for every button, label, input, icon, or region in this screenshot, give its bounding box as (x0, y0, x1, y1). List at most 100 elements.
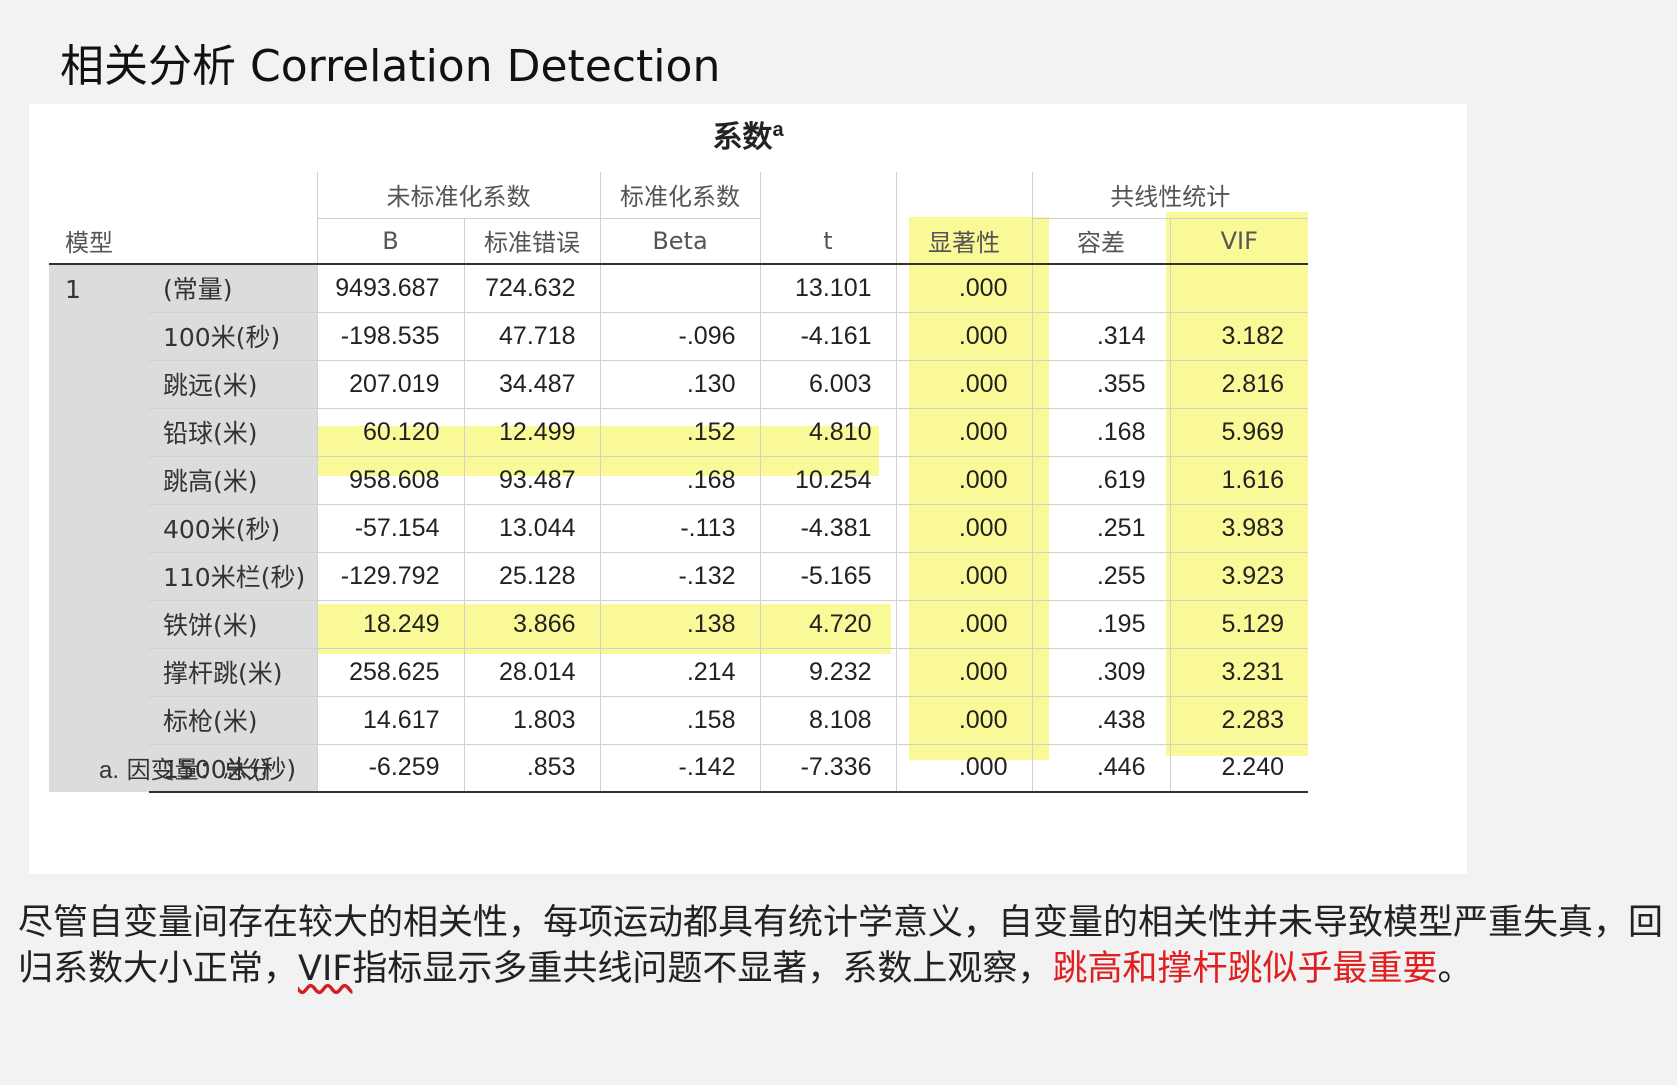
coef-b: -57.154 (316, 504, 464, 553)
coef-b: -6.259 (316, 744, 464, 793)
coef-significance: .000 (895, 456, 1032, 505)
variable-name: 跳高(米) (149, 456, 317, 505)
coef-significance: .000 (895, 408, 1032, 457)
header-significance: 显著性 (895, 218, 1032, 265)
coef-beta: -.142 (599, 744, 760, 793)
coef-vif: 1.616 (1169, 456, 1308, 505)
coef-std-error: .853 (463, 744, 600, 793)
coef-b: 9493.687 (316, 264, 464, 313)
coef-t: 8.108 (759, 696, 896, 745)
coef-vif: 3.231 (1169, 648, 1308, 697)
table-title-text: 系数 (712, 120, 773, 155)
coef-tolerance: .355 (1031, 360, 1170, 409)
coef-beta: .138 (599, 600, 760, 649)
variable-name: 110米栏(秒) (149, 552, 317, 601)
coef-vif: 3.983 (1169, 504, 1308, 553)
coefficients-table: 未标准化系数 标准化系数 共线性统计 模型 B 标准错误 Beta t 显著性 … (49, 172, 1308, 793)
coef-std-error: 3.866 (463, 600, 600, 649)
header-t: t (759, 218, 896, 265)
table-row: 撑杆跳(米) 258.625 28.014.214 9.232.000.309 3.23… (49, 648, 1308, 697)
coef-std-error: 34.487 (463, 360, 600, 409)
table-row: 400米(秒) -57.154 13.044 -.113 -4.381.000.251 3… (49, 504, 1308, 553)
table-title: 系数a (29, 112, 1467, 156)
coef-beta: .158 (599, 696, 760, 745)
coef-std-error: 13.044 (463, 504, 600, 553)
header-standardized: 标准化系数 (599, 172, 760, 219)
conclusion-highlight: 跳高和撑杆跳似乎最重要 (1052, 949, 1438, 989)
variable-name: 跳远(米) (149, 360, 317, 409)
coef-significance: .000 (895, 696, 1032, 745)
coef-t: -7.336 (759, 744, 896, 793)
coef-beta: .152 (599, 408, 760, 457)
conclusion-text: 尽管自变量间存在较大的相关性，每项运动都具有统计学意义，自变量的相关性并未导致模… (18, 900, 1663, 992)
table-row: 110米栏(秒) -129.792 25.128 -.132 -5.165.000.25… (49, 552, 1308, 601)
coef-b: 14.617 (316, 696, 464, 745)
header-model: 模型 (49, 218, 317, 265)
coef-b: -129.792 (316, 552, 464, 601)
coef-t: -5.165 (759, 552, 896, 601)
coef-t: 13.101 (759, 264, 896, 313)
coef-significance: .000 (895, 312, 1032, 361)
coef-t: 10.254 (759, 456, 896, 505)
table-row: 铁饼(米) 18.249 3.866.138 4.720.000.195 5.129 (49, 600, 1308, 649)
coefficients-table-panel: 系数a 未标准化系数 标准化系数 共线性统计 模型 B (29, 104, 1467, 874)
coef-std-error: 12.499 (463, 408, 600, 457)
coef-beta: .214 (599, 648, 760, 697)
coef-significance: .000 (895, 264, 1032, 313)
coef-vif: 5.969 (1169, 408, 1308, 457)
coef-vif: 2.816 (1169, 360, 1308, 409)
coef-significance: .000 (895, 744, 1032, 793)
table-row: 1 (常量) 9493.687 724.632 13.101.000 (49, 264, 1308, 792)
coef-tolerance: .255 (1031, 552, 1170, 601)
header-row-columns: 模型 B 标准错误 Beta t 显著性 容差 VIF (49, 218, 1308, 265)
coef-tolerance: .314 (1031, 312, 1170, 361)
coef-tolerance: .168 (1031, 408, 1170, 457)
coef-b: 60.120 (316, 408, 464, 457)
slide-title: 相关分析 Correlation Detection (60, 41, 721, 92)
variable-name: 撑杆跳(米) (149, 648, 317, 697)
table-row: 跳高(米) 958.608 93.487.168 10.254.000.619 1.61… (49, 456, 1308, 505)
coef-beta: -.113 (599, 504, 760, 553)
table-row: 跳远(米) 207.019 34.487.130 6.003.000.355 2.816 (49, 360, 1308, 409)
footnote-letter: a. (99, 757, 120, 784)
coef-b: 258.625 (316, 648, 464, 697)
coef-t: -4.161 (759, 312, 896, 361)
variable-name: 铁饼(米) (149, 600, 317, 649)
coef-t: 6.003 (759, 360, 896, 409)
coef-b: 18.249 (316, 600, 464, 649)
coef-tolerance: .309 (1031, 648, 1170, 697)
coef-b: -198.535 (316, 312, 464, 361)
variable-name: (常量) (149, 264, 317, 313)
footnote-text: 因变量：总分 (126, 756, 271, 784)
variable-name: 400米(秒) (149, 504, 317, 553)
coef-std-error: 47.718 (463, 312, 600, 361)
coef-tolerance: .438 (1031, 696, 1170, 745)
coef-vif: 2.283 (1169, 696, 1308, 745)
variable-name: 100米(秒) (149, 312, 317, 361)
table-title-superscript: a (772, 119, 784, 141)
coef-t: 4.720 (759, 600, 896, 649)
model-number: 1 (49, 264, 149, 792)
coef-std-error: 28.014 (463, 648, 600, 697)
conclusion-part2: 指标显示多重共线问题不显著，系数上观察， (352, 949, 1053, 989)
header-unstandardized: 未标准化系数 (316, 172, 600, 219)
coef-b: 207.019 (316, 360, 464, 409)
variable-name: 铅球(米) (149, 408, 317, 457)
coef-significance: .000 (895, 552, 1032, 601)
table-row: 标枪(米) 14.617 1.803.158 8.108.000.438 2.283 (49, 696, 1308, 745)
table-footnote: a. 因变量：总分 (99, 750, 271, 785)
variable-name: 标枪(米) (149, 696, 317, 745)
coef-significance: .000 (895, 360, 1032, 409)
coef-vif: 3.923 (1169, 552, 1308, 601)
coef-std-error: 724.632 (463, 264, 600, 313)
table-row: 铅球(米) 60.120 12.499.152 4.810.000.168 5.969 (49, 408, 1308, 457)
coef-significance: .000 (895, 648, 1032, 697)
coef-significance: .000 (895, 504, 1032, 553)
coef-tolerance: .195 (1031, 600, 1170, 649)
header-b: B (316, 218, 464, 265)
table-body: 1 (常量) 9493.687 724.632 13.101.000 100米(秒) -19… (49, 264, 1308, 793)
table-row: 1500米(秒) -6.259.853 -.142 -7.336.000.446 2.2… (49, 744, 1308, 793)
coef-tolerance (1031, 264, 1170, 313)
coef-vif (1169, 264, 1308, 313)
coef-tolerance: .446 (1031, 744, 1170, 793)
